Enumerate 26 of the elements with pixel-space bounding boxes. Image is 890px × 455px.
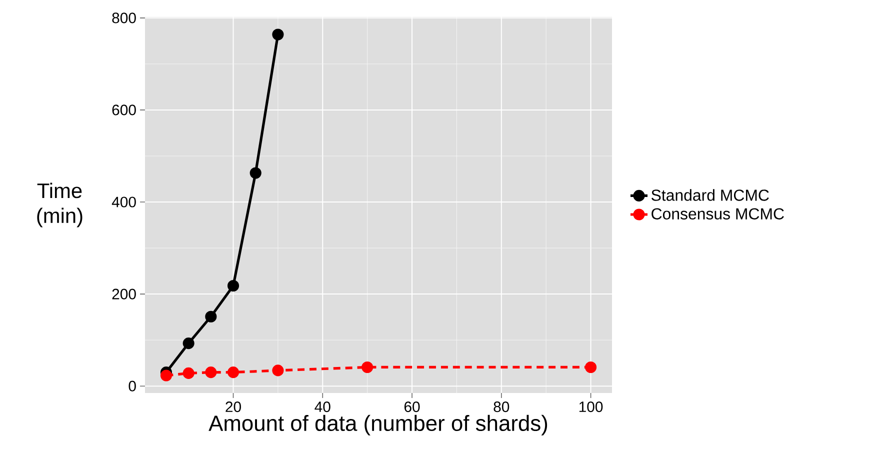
x-axis-title: Amount of data (number of shards) bbox=[208, 414, 548, 436]
point bbox=[227, 366, 240, 378]
point bbox=[272, 28, 284, 40]
y-tick-label: 0 bbox=[128, 380, 136, 392]
point bbox=[205, 310, 217, 322]
x-tick-label: 100 bbox=[579, 402, 603, 412]
legend-label: Standard MCMC bbox=[652, 189, 769, 201]
x-tick-label: 60 bbox=[404, 402, 420, 412]
legend-label: Consensus MCMC bbox=[652, 208, 784, 220]
point bbox=[227, 280, 240, 292]
x-tick-label: 80 bbox=[494, 402, 510, 412]
point bbox=[362, 361, 374, 374]
point bbox=[272, 364, 284, 376]
y-axis-title: Time (min) bbox=[37, 182, 82, 228]
y-tick-label: 200 bbox=[112, 288, 136, 300]
point bbox=[182, 338, 194, 350]
y-tick-label: 400 bbox=[112, 196, 136, 208]
x-tick-label: 40 bbox=[314, 402, 330, 412]
x-tick-label: 20 bbox=[226, 402, 241, 412]
point bbox=[250, 167, 262, 179]
point bbox=[182, 367, 194, 379]
point bbox=[160, 370, 172, 382]
y-tick-label: 800 bbox=[112, 12, 136, 24]
point bbox=[205, 366, 217, 378]
point bbox=[585, 361, 597, 374]
y-tick-label: 600 bbox=[112, 104, 136, 116]
